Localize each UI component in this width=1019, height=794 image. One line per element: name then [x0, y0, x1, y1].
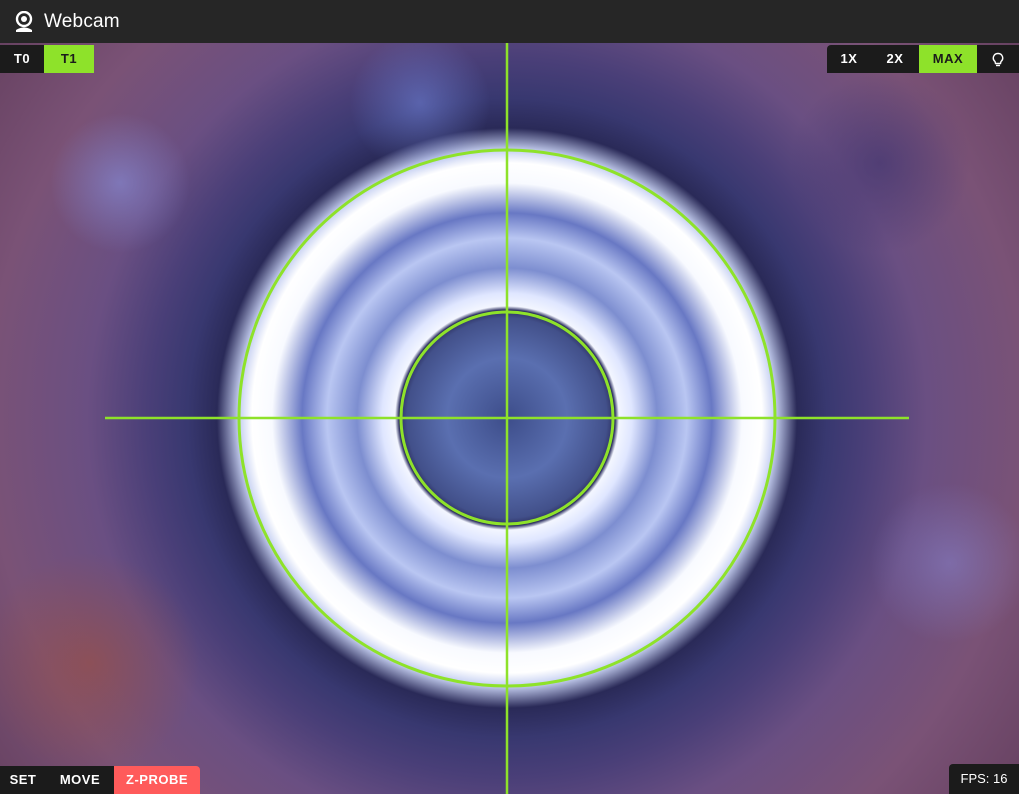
- zoom-max-button[interactable]: MAX: [919, 45, 977, 73]
- inner-target-circle: [399, 310, 615, 526]
- fps-counter: FPS: 16: [949, 764, 1019, 794]
- zoom-2x-button[interactable]: 2X: [871, 45, 919, 73]
- mode-z-probe-button[interactable]: Z-PROBE: [114, 766, 200, 794]
- outer-target-circle: [237, 148, 777, 688]
- lightbulb-icon: [992, 52, 1004, 66]
- tool-selector: T0 T1: [0, 45, 94, 73]
- zoom-selector: 1X 2X MAX: [827, 45, 1019, 73]
- page-title: Webcam: [44, 10, 120, 32]
- mode-selector: SET MOVE Z-PROBE: [0, 766, 200, 794]
- tool-t0-button[interactable]: T0: [0, 45, 44, 73]
- crosshair-overlay: [105, 43, 909, 794]
- tool-t1-button[interactable]: T1: [44, 45, 94, 73]
- header-bar: Webcam: [0, 0, 1019, 43]
- zoom-1x-button[interactable]: 1X: [827, 45, 871, 73]
- mode-set-button[interactable]: SET: [0, 766, 46, 794]
- webcam-icon: [14, 10, 34, 33]
- mode-move-button[interactable]: MOVE: [46, 766, 114, 794]
- camera-feed[interactable]: [0, 43, 1019, 794]
- light-toggle-button[interactable]: [977, 45, 1019, 73]
